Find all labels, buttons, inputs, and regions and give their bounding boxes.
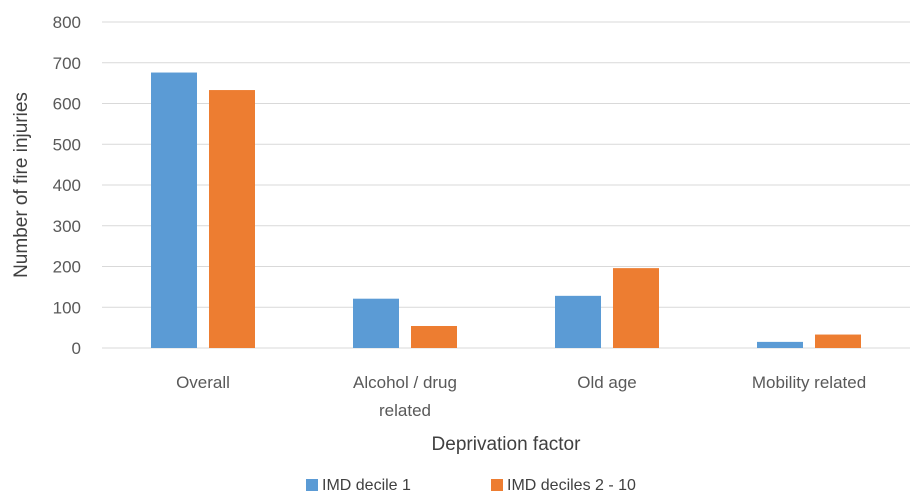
- bar-deciles-2-10: [411, 325, 457, 348]
- y-tick-label: 500: [53, 135, 81, 154]
- y-tick-label: 200: [53, 258, 81, 277]
- bar-decile-1: [353, 298, 399, 348]
- bar-deciles-2-10: [209, 90, 255, 349]
- legend-swatch-deciles-2-10: [491, 479, 503, 491]
- y-axis-tick-labels: 0 100 200 300 400 500 600 700 800: [53, 13, 81, 358]
- legend-label-decile-1: IMD decile 1: [322, 477, 411, 494]
- bar-decile-1: [757, 341, 803, 348]
- legend: IMD decile 1 IMD deciles 2 - 10: [306, 477, 636, 494]
- y-axis-title: Number of fire injuries: [11, 92, 32, 278]
- y-tick-label: 300: [53, 217, 81, 236]
- y-tick-label: 600: [53, 95, 81, 114]
- bars: [151, 72, 861, 349]
- legend-swatch-decile-1: [306, 479, 318, 491]
- y-tick-label: 0: [72, 339, 81, 358]
- y-tick-label: 700: [53, 54, 81, 73]
- x-category-label: Alcohol / drug related: [353, 373, 457, 420]
- legend-item-deciles-2-10: IMD deciles 2 - 10: [491, 477, 636, 494]
- x-axis-category-labels: Overall Alcohol / drug related Old age Mobil…: [176, 373, 866, 420]
- x-category-label: Overall: [176, 373, 230, 392]
- bar-decile-1: [555, 295, 601, 348]
- x-category-label: Mobility related: [752, 373, 866, 392]
- y-tick-label: 100: [53, 298, 81, 317]
- legend-item-decile-1: IMD decile 1: [306, 477, 411, 494]
- y-tick-label: 400: [53, 176, 81, 195]
- x-axis-title: Deprivation factor: [432, 434, 582, 455]
- bar-deciles-2-10: [613, 268, 659, 348]
- y-tick-label: 800: [53, 13, 81, 32]
- bar-decile-1: [151, 72, 197, 348]
- legend-label-deciles-2-10: IMD deciles 2 - 10: [507, 477, 636, 494]
- x-category-label: Old age: [577, 373, 637, 392]
- bar-deciles-2-10: [815, 334, 861, 348]
